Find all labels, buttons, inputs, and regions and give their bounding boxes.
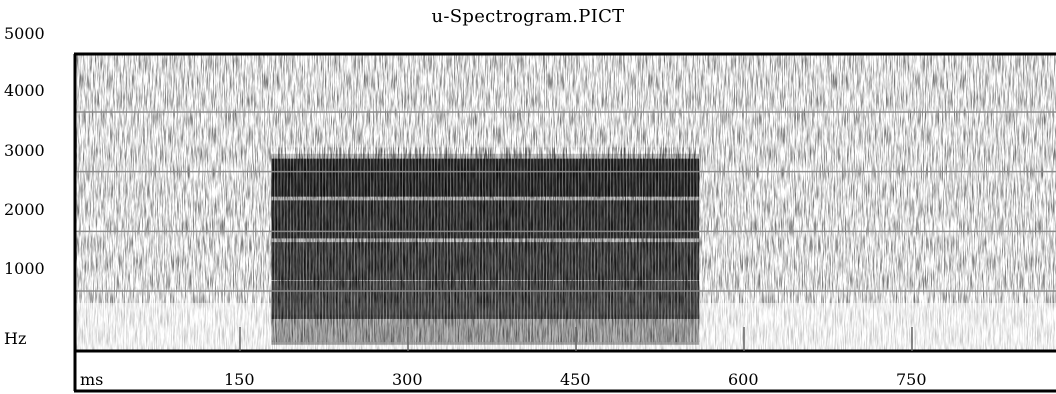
chart-title: u-Spectrogram.PICT bbox=[431, 6, 625, 27]
x-tick-label-450: 450 bbox=[560, 370, 591, 389]
y-tick-label-4000: 4000 bbox=[4, 81, 45, 100]
segment-grain bbox=[271, 147, 700, 342]
x-unit-label: ms bbox=[80, 370, 103, 389]
x-tick-label-150: 150 bbox=[224, 370, 255, 389]
y-tick-label-5000: 5000 bbox=[4, 24, 45, 43]
y-tick-label-2000: 2000 bbox=[4, 200, 45, 219]
y-unit-label: Hz bbox=[4, 329, 27, 348]
x-tick-label-750: 750 bbox=[896, 370, 927, 389]
plot-frame bbox=[73, 52, 1056, 393]
x-tick-label-300: 300 bbox=[392, 370, 423, 389]
y-tick-label-1000: 1000 bbox=[4, 259, 45, 278]
time-axis: ms 150 300 450 600 750 bbox=[80, 327, 927, 389]
spectrogram-image bbox=[76, 54, 1056, 351]
grid-lines bbox=[76, 111, 1056, 292]
x-tick-label-600: 600 bbox=[728, 370, 759, 389]
y-tick-label-3000: 3000 bbox=[4, 141, 45, 160]
